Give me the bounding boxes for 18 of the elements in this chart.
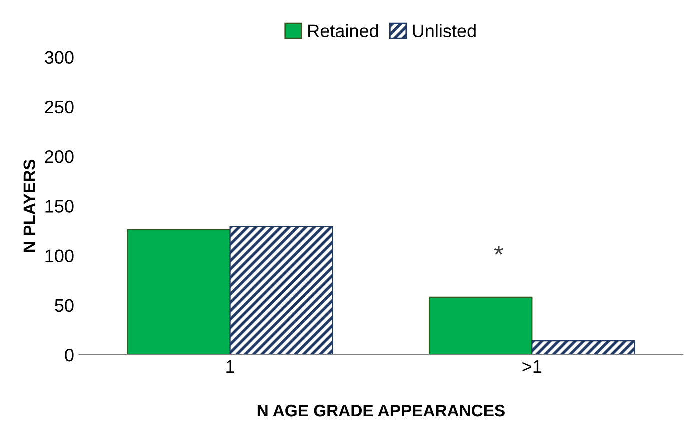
bar [127, 229, 231, 356]
y-axis-title: N PLAYERS [24, 160, 36, 252]
annotation: * [494, 246, 504, 255]
y-tick-label: 150 [46, 200, 74, 213]
x-tick-label: >1 [522, 360, 542, 373]
bar [428, 296, 533, 356]
y-tick-label: 100 [46, 250, 74, 262]
x-axis-title: N AGE GRADE APPEARANCES [258, 404, 505, 417]
legend-label: Unlisted [413, 24, 476, 38]
legend-label: Retained [308, 24, 378, 38]
bar [532, 340, 636, 356]
y-tick-label: 250 [45, 100, 74, 114]
bar [230, 226, 334, 356]
x-tick-label: 1 [226, 360, 234, 373]
y-tick-label: 200 [45, 150, 74, 164]
y-tick-label: 50 [55, 299, 74, 312]
y-tick-label: 0 [65, 348, 74, 362]
y-tick-label: 300 [45, 51, 74, 64]
